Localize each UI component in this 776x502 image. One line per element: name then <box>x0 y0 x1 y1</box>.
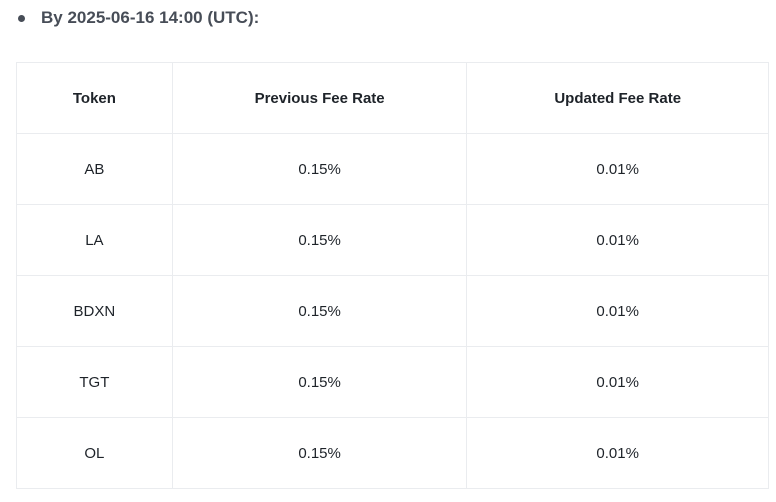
header-token: Token <box>16 62 173 134</box>
table-row: OL 0.15% 0.01% <box>16 417 769 489</box>
cell-previous-fee-rate: 0.15% <box>171 417 468 489</box>
cell-token: LA <box>16 204 173 276</box>
cell-previous-fee-rate: 0.15% <box>171 133 468 205</box>
table-row: LA 0.15% 0.01% <box>16 204 769 276</box>
cell-updated-fee-rate: 0.01% <box>466 204 769 276</box>
table-row: AB 0.15% 0.01% <box>16 133 769 205</box>
header-previous-fee-rate: Previous Fee Rate <box>171 62 468 134</box>
cell-previous-fee-rate: 0.15% <box>171 204 468 276</box>
cell-updated-fee-rate: 0.01% <box>466 417 769 489</box>
cell-token: TGT <box>16 346 173 418</box>
list-item: By 2025-06-16 14:00 (UTC): <box>18 8 259 28</box>
table-row: TGT 0.15% 0.01% <box>16 346 769 418</box>
table-header-row: Token Previous Fee Rate Updated Fee Rate <box>16 62 769 134</box>
cell-updated-fee-rate: 0.01% <box>466 133 769 205</box>
cell-token: OL <box>16 417 173 489</box>
table-row: BDXN 0.15% 0.01% <box>16 275 769 347</box>
cell-previous-fee-rate: 0.15% <box>171 346 468 418</box>
cell-updated-fee-rate: 0.01% <box>466 346 769 418</box>
cell-previous-fee-rate: 0.15% <box>171 275 468 347</box>
header-updated-fee-rate: Updated Fee Rate <box>466 62 769 134</box>
heading: By 2025-06-16 14:00 (UTC): <box>41 8 260 27</box>
cell-token: BDXN <box>16 275 173 347</box>
cell-updated-fee-rate: 0.01% <box>466 275 769 347</box>
bullet-icon <box>18 14 25 22</box>
cell-token: AB <box>16 133 173 205</box>
fee-rate-table: Token Previous Fee Rate Updated Fee Rate… <box>16 62 769 489</box>
